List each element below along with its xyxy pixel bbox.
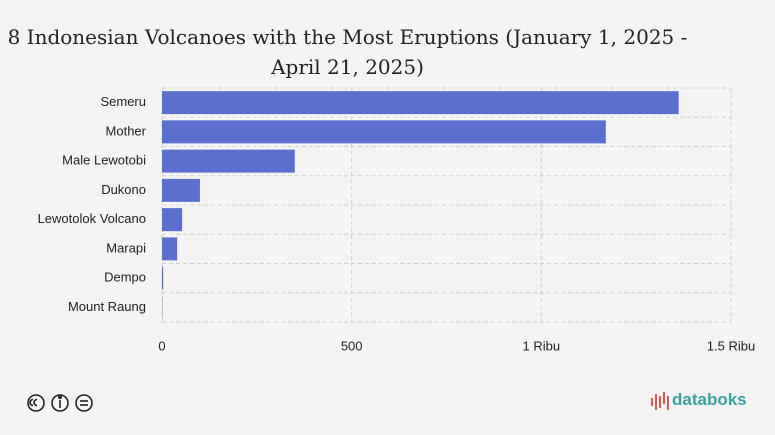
y-tick-label: Mount Raung	[68, 299, 146, 314]
y-tick-label: Dukono	[101, 182, 146, 197]
y-tick-label: Marapi	[106, 240, 146, 255]
bar	[162, 149, 295, 173]
x-tick-label: 1 Ribu	[523, 338, 561, 353]
bar	[162, 208, 183, 232]
chart-title: 8 Indonesian Volcanoes with the Most Eru…	[7, 25, 688, 79]
y-tick-label: Dempo	[104, 270, 146, 285]
x-tick-label: 500	[341, 338, 363, 353]
bar	[162, 266, 164, 290]
bar	[162, 237, 178, 261]
bar	[162, 91, 679, 115]
y-tick-label: Mother	[106, 123, 147, 138]
bar	[162, 178, 200, 202]
y-tick-label: Lewotolok Volcano	[38, 211, 146, 226]
y-tick-label: Semeru	[100, 94, 146, 109]
brand: databoks	[672, 390, 747, 409]
y-tick-label: Male Lewotobi	[62, 153, 146, 168]
x-tick-label: 0	[158, 338, 165, 353]
brand-icon	[651, 392, 669, 410]
license-icons	[27, 394, 93, 412]
bar	[162, 120, 606, 144]
x-tick-label: 1.5 Ribu	[707, 338, 755, 353]
